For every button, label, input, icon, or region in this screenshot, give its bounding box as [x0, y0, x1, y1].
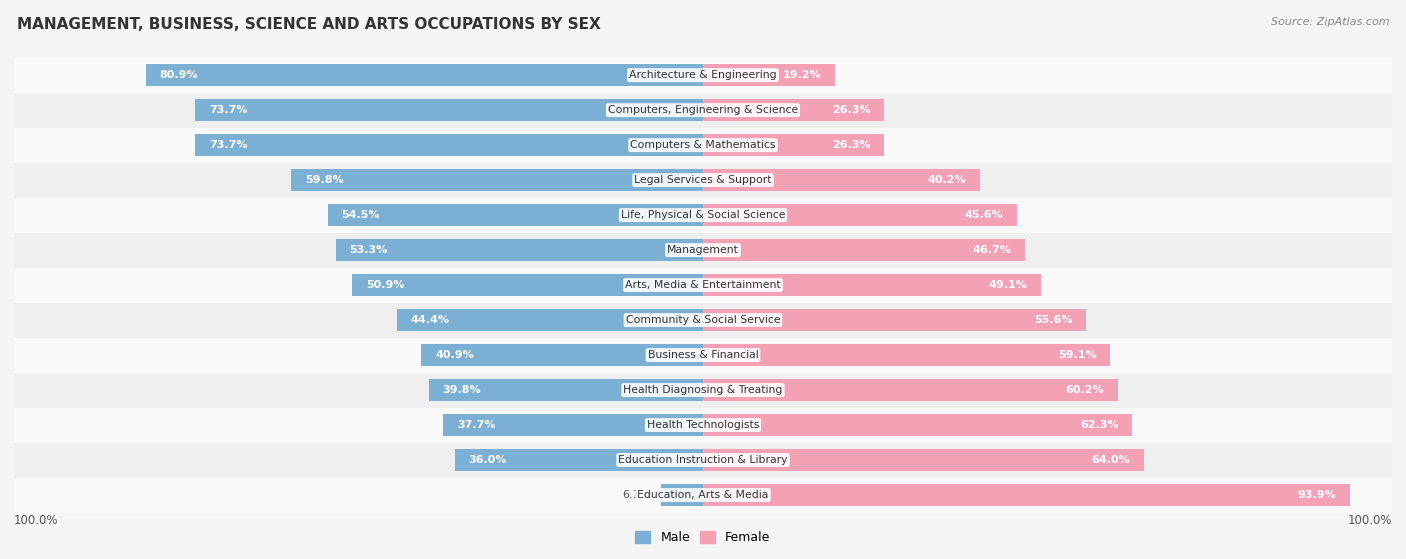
Bar: [14, 372, 1392, 408]
Text: Health Technologists: Health Technologists: [647, 420, 759, 430]
Text: Arts, Media & Entertainment: Arts, Media & Entertainment: [626, 280, 780, 290]
Bar: [703, 274, 1042, 296]
Text: Computers, Engineering & Science: Computers, Engineering & Science: [607, 105, 799, 115]
Text: 64.0%: 64.0%: [1091, 455, 1130, 465]
Text: 44.4%: 44.4%: [411, 315, 450, 325]
Text: Life, Physical & Social Science: Life, Physical & Social Science: [621, 210, 785, 220]
Text: Business & Financial: Business & Financial: [648, 350, 758, 360]
Text: 19.2%: 19.2%: [783, 70, 821, 80]
Text: 40.9%: 40.9%: [434, 350, 474, 360]
Bar: [14, 268, 1392, 302]
Text: Health Diagnosing & Treating: Health Diagnosing & Treating: [623, 385, 783, 395]
Text: 46.7%: 46.7%: [972, 245, 1011, 255]
Bar: [14, 163, 1392, 198]
Bar: [195, 134, 703, 156]
Text: 50.9%: 50.9%: [366, 280, 405, 290]
Bar: [703, 309, 1085, 331]
Text: 37.7%: 37.7%: [457, 420, 495, 430]
Bar: [291, 169, 703, 191]
Bar: [396, 309, 703, 331]
Text: Education, Arts & Media: Education, Arts & Media: [637, 490, 769, 500]
Bar: [195, 100, 703, 121]
Text: 49.1%: 49.1%: [988, 280, 1028, 290]
Bar: [703, 344, 1111, 366]
Text: 60.2%: 60.2%: [1066, 385, 1104, 395]
Text: Computers & Mathematics: Computers & Mathematics: [630, 140, 776, 150]
Bar: [422, 344, 703, 366]
Bar: [14, 233, 1392, 268]
Text: 26.3%: 26.3%: [832, 140, 870, 150]
Bar: [429, 379, 703, 401]
Bar: [703, 204, 1017, 226]
Bar: [14, 338, 1392, 372]
Text: 59.1%: 59.1%: [1057, 350, 1097, 360]
Bar: [661, 484, 703, 506]
Bar: [703, 169, 980, 191]
Bar: [456, 449, 703, 471]
Text: 55.6%: 55.6%: [1033, 315, 1073, 325]
Bar: [703, 484, 1350, 506]
Text: 53.3%: 53.3%: [350, 245, 388, 255]
Bar: [703, 100, 884, 121]
Text: 93.9%: 93.9%: [1298, 490, 1336, 500]
Bar: [703, 64, 835, 86]
Text: 100.0%: 100.0%: [14, 514, 59, 527]
Text: Education Instruction & Library: Education Instruction & Library: [619, 455, 787, 465]
Bar: [703, 134, 884, 156]
Bar: [336, 239, 703, 261]
Bar: [14, 477, 1392, 513]
Text: 39.8%: 39.8%: [443, 385, 481, 395]
Text: 6.1%: 6.1%: [623, 490, 651, 500]
Bar: [703, 414, 1132, 436]
Text: 80.9%: 80.9%: [159, 70, 198, 80]
Bar: [14, 58, 1392, 93]
Bar: [443, 414, 703, 436]
Bar: [703, 379, 1118, 401]
Text: 26.3%: 26.3%: [832, 105, 870, 115]
Text: 36.0%: 36.0%: [468, 455, 508, 465]
Text: 100.0%: 100.0%: [1347, 514, 1392, 527]
Bar: [328, 204, 703, 226]
Bar: [14, 408, 1392, 443]
Bar: [703, 449, 1144, 471]
Text: 45.6%: 45.6%: [965, 210, 1004, 220]
Text: MANAGEMENT, BUSINESS, SCIENCE AND ARTS OCCUPATIONS BY SEX: MANAGEMENT, BUSINESS, SCIENCE AND ARTS O…: [17, 17, 600, 32]
Bar: [14, 127, 1392, 163]
Text: Community & Social Service: Community & Social Service: [626, 315, 780, 325]
Text: Architecture & Engineering: Architecture & Engineering: [630, 70, 776, 80]
Text: 59.8%: 59.8%: [305, 175, 343, 185]
Legend: Male, Female: Male, Female: [630, 526, 776, 549]
Bar: [14, 302, 1392, 338]
Bar: [703, 239, 1025, 261]
Text: Management: Management: [666, 245, 740, 255]
Text: 73.7%: 73.7%: [209, 140, 247, 150]
Bar: [14, 443, 1392, 477]
Text: Legal Services & Support: Legal Services & Support: [634, 175, 772, 185]
Bar: [353, 274, 703, 296]
Text: 54.5%: 54.5%: [342, 210, 380, 220]
Bar: [146, 64, 703, 86]
Bar: [14, 198, 1392, 233]
Text: 62.3%: 62.3%: [1080, 420, 1118, 430]
Text: 73.7%: 73.7%: [209, 105, 247, 115]
Bar: [14, 93, 1392, 127]
Text: Source: ZipAtlas.com: Source: ZipAtlas.com: [1271, 17, 1389, 27]
Text: 40.2%: 40.2%: [928, 175, 966, 185]
